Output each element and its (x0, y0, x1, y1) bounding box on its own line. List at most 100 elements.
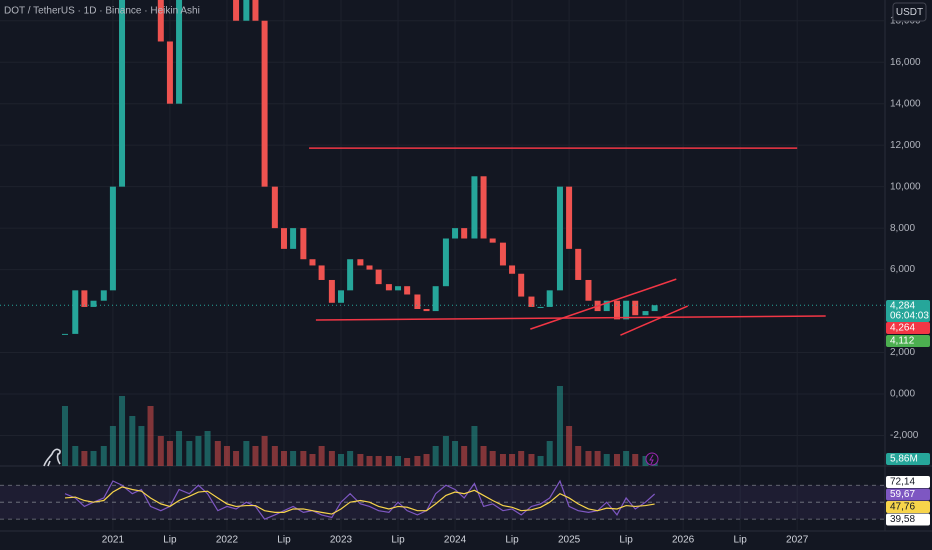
volume-bar (556, 386, 563, 466)
volume-bar (100, 446, 107, 466)
volume-bar (432, 446, 439, 466)
volume-bar (129, 416, 136, 466)
price-label: 4,264 (890, 323, 915, 334)
candle (318, 265, 325, 280)
currency-button-label[interactable]: USDT (896, 7, 923, 18)
candle (546, 290, 553, 307)
volume-bar (461, 446, 468, 466)
rsi-label: 59,67 (890, 489, 915, 500)
volume-bar (518, 451, 525, 466)
candle (261, 20, 268, 187)
price-label-box (886, 322, 930, 334)
volume-bar (309, 454, 316, 466)
price-label: 4,112 (890, 336, 915, 347)
rsi-band-label-box (886, 476, 930, 488)
volume-bar (90, 451, 97, 466)
volume-bar (509, 454, 516, 466)
volume-bar (594, 451, 601, 466)
candle (566, 186, 573, 249)
volume-bar (337, 454, 344, 466)
candle (243, 0, 250, 21)
volume-bar (528, 454, 535, 466)
x-tick-label: 2026 (672, 535, 695, 546)
candle (347, 259, 354, 291)
price-pane (0, 0, 885, 336)
rsi-ma-line (64, 486, 655, 515)
rsi-ma-label: 47,76 (890, 502, 915, 513)
candle (252, 0, 259, 21)
volume-bar (423, 454, 430, 466)
candle (509, 265, 516, 274)
x-tick-label: Lip (733, 535, 747, 546)
candle (651, 305, 658, 312)
chart-title: DOT / TetherUS · 1D · Binance · Heikin A… (4, 6, 200, 17)
volume-bar (471, 426, 478, 466)
volume-bar (575, 446, 582, 466)
candle (461, 228, 468, 239)
x-tick-label: 2025 (558, 535, 581, 546)
rsi-ma-label-box (886, 501, 930, 513)
candle (300, 228, 307, 260)
volume-bar (81, 451, 88, 466)
candle (119, 0, 126, 187)
x-tick-label: Lip (391, 535, 405, 546)
candle (357, 259, 364, 266)
volume-bar (489, 451, 496, 466)
price-label-box (886, 335, 930, 347)
volume-bar (72, 446, 79, 466)
volume-bar (166, 441, 173, 466)
candle (585, 279, 592, 301)
volume-bar (585, 451, 592, 466)
candle (176, 0, 183, 104)
y-tick-label: 12,000 (890, 140, 921, 151)
candle (623, 300, 630, 320)
y-tick-label: 8,000 (890, 223, 915, 234)
volume-bar (395, 456, 402, 466)
candle (452, 228, 459, 239)
candle (385, 284, 392, 291)
volume-bar (452, 441, 459, 466)
volume-bar (537, 456, 544, 466)
candle (442, 238, 449, 287)
volume-bar (385, 456, 392, 466)
candle (309, 259, 316, 266)
candle (414, 294, 421, 310)
candle (100, 290, 107, 301)
trend-line (530, 278, 677, 330)
y-tick-label: 0,000 (890, 389, 915, 400)
trend-line (620, 305, 688, 336)
event-icon[interactable] (645, 452, 659, 466)
volume-bar (62, 406, 69, 466)
candle (404, 286, 411, 295)
candle (423, 309, 430, 312)
y-tick-label: -2,000 (890, 430, 919, 441)
volume-bar (252, 446, 259, 466)
x-tick-label: 2021 (102, 535, 125, 546)
candle (499, 242, 506, 266)
volume-bar (375, 456, 382, 466)
volume-bar (243, 441, 250, 466)
rsi-band-label-box (886, 513, 930, 526)
last-price-label: 4,284 (890, 301, 915, 312)
volume-bar (566, 426, 573, 466)
candle (90, 300, 97, 307)
volume-bar (499, 454, 506, 466)
volume-bar (404, 458, 411, 466)
rsi-band-label: 72,14 (890, 477, 915, 488)
volume-label-box (886, 453, 930, 465)
candle (290, 228, 297, 249)
volume-bar (290, 451, 297, 466)
countdown-label: 06:04:03 (890, 311, 929, 322)
x-tick-label: 2024 (444, 535, 467, 546)
y-tick-label: 14,000 (890, 98, 921, 109)
currency-button[interactable] (892, 2, 927, 22)
candle (233, 0, 240, 21)
volume-bar (347, 451, 354, 466)
candle (480, 176, 487, 239)
volume-bar (261, 436, 268, 466)
candle (72, 290, 79, 334)
candle (280, 228, 287, 249)
